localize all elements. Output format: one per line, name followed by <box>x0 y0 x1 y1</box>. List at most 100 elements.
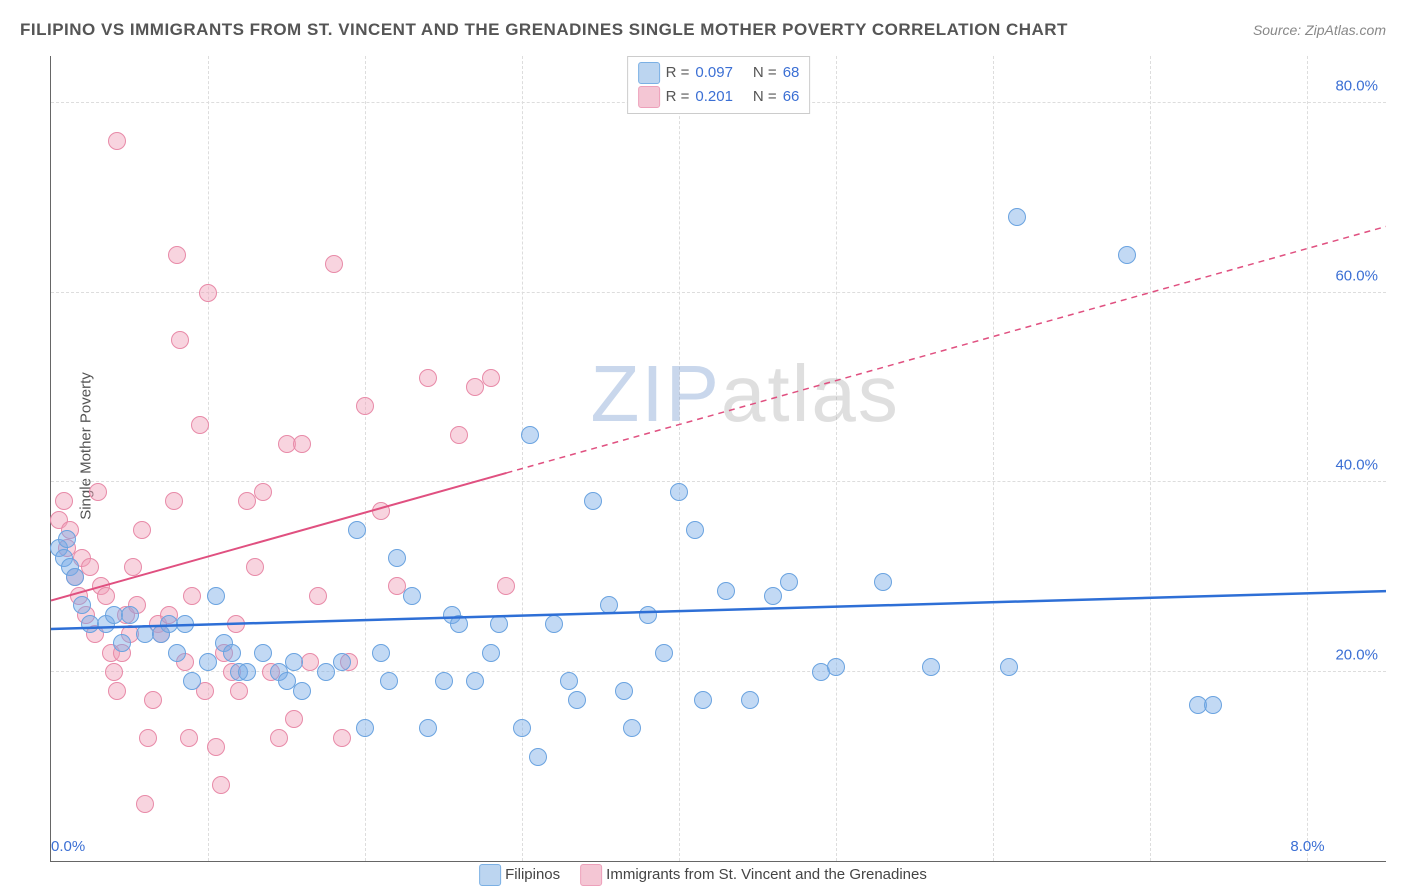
legend-n-label: N = <box>753 85 777 109</box>
data-point <box>419 719 437 737</box>
data-point <box>1000 658 1018 676</box>
grid-line-v <box>679 56 680 861</box>
data-point <box>285 653 303 671</box>
legend-r-label: R = <box>666 61 690 85</box>
data-point <box>73 596 91 614</box>
scatter-chart: ZIPatlas R =0.097N =68R =0.201N =66 20.0… <box>50 56 1386 862</box>
data-point <box>529 748 547 766</box>
data-point <box>309 587 327 605</box>
data-point <box>372 644 390 662</box>
legend-series-label: Immigrants from St. Vincent and the Gren… <box>606 866 927 883</box>
data-point <box>372 502 390 520</box>
data-point <box>356 397 374 415</box>
data-point <box>285 710 303 728</box>
data-point <box>227 615 245 633</box>
data-point <box>482 369 500 387</box>
data-point <box>639 606 657 624</box>
data-point <box>105 663 123 681</box>
legend-series-label: Filipinos <box>505 866 560 883</box>
data-point <box>89 483 107 501</box>
y-tick-label: 60.0% <box>1335 267 1378 284</box>
data-point <box>270 729 288 747</box>
grid-line-v <box>993 56 994 861</box>
y-tick-label: 40.0% <box>1335 457 1378 474</box>
data-point <box>490 615 508 633</box>
data-point <box>183 672 201 690</box>
data-point <box>58 530 76 548</box>
data-point <box>97 587 115 605</box>
watermark: ZIPatlas <box>590 348 899 440</box>
legend-item: Immigrants from St. Vincent and the Gren… <box>580 864 927 886</box>
legend-swatch <box>479 864 501 886</box>
legend-row: R =0.097N =68 <box>638 61 800 85</box>
data-point <box>348 521 366 539</box>
data-point <box>108 132 126 150</box>
legend-swatch <box>580 864 602 886</box>
data-point <box>212 776 230 794</box>
data-point <box>764 587 782 605</box>
data-point <box>144 691 162 709</box>
data-point <box>168 644 186 662</box>
data-point <box>230 682 248 700</box>
data-point <box>293 682 311 700</box>
legend-r-label: R = <box>666 85 690 109</box>
legend-swatch <box>638 62 660 84</box>
data-point <box>568 691 586 709</box>
data-point <box>403 587 421 605</box>
data-point <box>333 653 351 671</box>
data-point <box>521 426 539 444</box>
data-point <box>435 672 453 690</box>
series-legend: Filipinos Immigrants from St. Vincent and… <box>479 864 927 886</box>
data-point <box>600 596 618 614</box>
data-point <box>380 672 398 690</box>
data-point <box>136 795 154 813</box>
data-point <box>497 577 515 595</box>
data-point <box>325 255 343 273</box>
data-point <box>466 672 484 690</box>
data-point <box>183 587 201 605</box>
source-attribution: Source: ZipAtlas.com <box>1253 22 1386 38</box>
data-point <box>584 492 602 510</box>
legend-item: Filipinos <box>479 864 560 886</box>
x-tick-label: 0.0% <box>51 838 85 855</box>
data-point <box>66 568 84 586</box>
data-point <box>199 653 217 671</box>
data-point <box>121 606 139 624</box>
data-point <box>419 369 437 387</box>
data-point <box>207 738 225 756</box>
data-point <box>133 521 151 539</box>
data-point <box>545 615 563 633</box>
data-point <box>176 615 194 633</box>
data-point <box>717 582 735 600</box>
legend-n-value: 68 <box>783 61 800 85</box>
data-point <box>180 729 198 747</box>
data-point <box>254 483 272 501</box>
grid-line-v <box>1150 56 1151 861</box>
data-point <box>615 682 633 700</box>
data-point <box>139 729 157 747</box>
chart-title: FILIPINO VS IMMIGRANTS FROM ST. VINCENT … <box>20 20 1068 40</box>
data-point <box>168 246 186 264</box>
data-point <box>670 483 688 501</box>
data-point <box>482 644 500 662</box>
data-point <box>333 729 351 747</box>
legend-r-value: 0.201 <box>695 85 733 109</box>
data-point <box>450 615 468 633</box>
plot-area: ZIPatlas R =0.097N =68R =0.201N =66 20.0… <box>50 56 1386 862</box>
grid-line-v <box>365 56 366 861</box>
legend-n-label: N = <box>753 61 777 85</box>
data-point <box>655 644 673 662</box>
data-point <box>113 634 131 652</box>
data-point <box>513 719 531 737</box>
grid-line-v <box>522 56 523 861</box>
data-point <box>623 719 641 737</box>
legend-swatch <box>638 86 660 108</box>
data-point <box>108 682 126 700</box>
data-point <box>191 416 209 434</box>
data-point <box>124 558 142 576</box>
correlation-legend: R =0.097N =68R =0.201N =66 <box>627 56 811 114</box>
y-tick-label: 80.0% <box>1335 78 1378 95</box>
data-point <box>450 426 468 444</box>
data-point <box>388 549 406 567</box>
data-point <box>254 644 272 662</box>
